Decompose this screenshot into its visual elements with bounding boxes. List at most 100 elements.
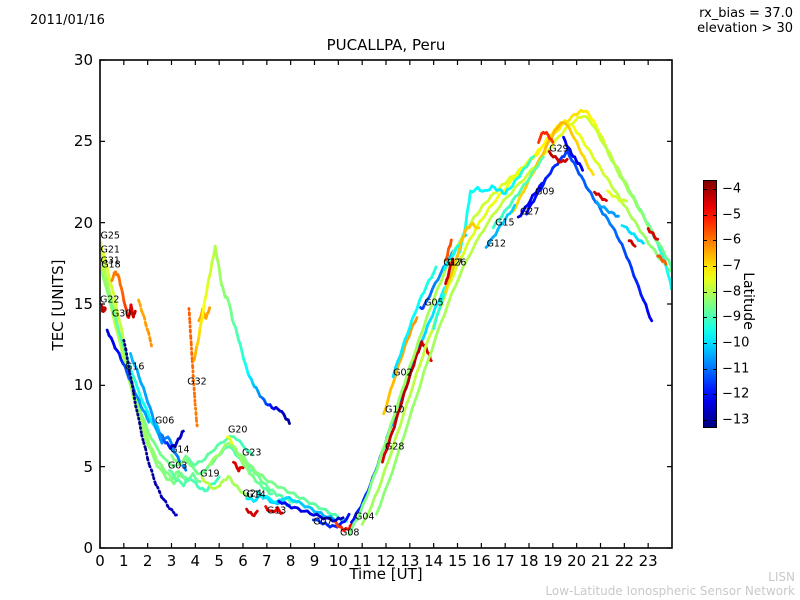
colorbar-tick-mark	[703, 291, 707, 293]
satellite-label-g31: G31	[100, 255, 120, 267]
plot-title: PUCALLPA, Peru	[326, 36, 446, 54]
satellite-label-g26: G26	[447, 257, 467, 269]
track-G09	[525, 148, 654, 323]
satellite-label-g29: G29	[549, 143, 569, 155]
colorbar-tick-label: −5	[722, 207, 742, 223]
track-fragment	[255, 489, 335, 521]
track-G13	[264, 505, 284, 515]
rx-bias-value: rx_bias = 37.0	[699, 6, 793, 21]
x-tick-label: 1	[119, 552, 129, 570]
track-G29	[547, 150, 569, 164]
satellite-label-g20: G20	[227, 424, 248, 436]
satellite-label-g05: G05	[424, 297, 444, 309]
colorbar-tick-mark	[713, 240, 717, 242]
colorbar-tick-label: −8	[722, 284, 742, 300]
x-tick-label: 9	[309, 552, 320, 570]
satellite-label-g30: G30	[111, 308, 132, 320]
track-G22	[101, 304, 107, 313]
satellite-label-g13: G13	[266, 505, 287, 517]
satellite-label-g15: G15	[495, 217, 515, 229]
satellite-label-g25: G25	[100, 230, 120, 242]
track-G26	[444, 257, 455, 285]
satellite-label-g03: G03	[167, 460, 188, 472]
track-fragment	[444, 238, 453, 262]
track-fragment	[646, 227, 660, 241]
satellite-label-g17: G17	[443, 257, 463, 269]
colorbar-tick-label: −6	[722, 232, 742, 248]
x-tick-label: 7	[262, 552, 272, 570]
track-fragment	[375, 114, 671, 516]
track-fragment	[187, 307, 199, 430]
track-fragment	[232, 460, 245, 473]
colorbar-tick-label: −7	[722, 258, 742, 274]
colorbar-tick-label: −13	[722, 412, 750, 428]
axes-frame	[99, 59, 673, 549]
satellite-label-g14: G14	[170, 444, 190, 456]
x-tick-label: 16	[471, 552, 491, 570]
colorbar-tick-mark	[703, 189, 707, 190]
y-axis-label: TEC [UNITS]	[49, 259, 67, 351]
track-G12	[484, 203, 517, 249]
track-G08	[333, 519, 355, 533]
rx-bias-annotation: rx_bias = 37.0 elevation > 30	[697, 6, 793, 37]
satellite-label-g02: G02	[393, 367, 413, 379]
x-tick-label: 5	[214, 552, 224, 570]
watermark-lisn: LISN	[768, 570, 795, 584]
x-tick-label: 15	[447, 552, 468, 570]
colorbar-tick-mark	[713, 368, 717, 370]
satellite-label-g24: G24	[242, 488, 262, 500]
colorbar-tick-mark	[713, 317, 717, 319]
x-tick-label: 13	[400, 552, 420, 570]
colorbar-tick-label: −12	[722, 386, 750, 402]
track-fragment	[595, 200, 620, 218]
track-fragment	[444, 221, 481, 294]
x-tick-label: 17	[495, 552, 515, 570]
track-fragment	[606, 189, 629, 204]
colorbar-tick-mark	[713, 420, 717, 421]
track-G02	[391, 265, 438, 379]
x-axis-label: Time [UT]	[349, 565, 423, 583]
track-G10	[382, 316, 419, 416]
colorbar-tick-mark	[713, 291, 717, 293]
track-G19	[200, 474, 250, 501]
colorbar-tick-mark	[703, 343, 707, 344]
y-tick-label: 5	[83, 457, 93, 476]
satellite-label-g14: G14	[246, 489, 266, 501]
colorbar-tick-mark	[713, 266, 717, 267]
y-tick-label: 10	[73, 376, 93, 395]
colorbar-tick-label: −4	[722, 181, 742, 197]
x-tick-label: 4	[190, 552, 201, 570]
x-tick-label: 12	[376, 552, 396, 570]
colorbar-tick-label: −10	[722, 335, 750, 351]
track-fragment	[593, 190, 608, 202]
satellite-label-g18: G18	[101, 259, 121, 271]
x-tick-label: 8	[285, 552, 296, 570]
x-tick-label: 22	[614, 552, 634, 570]
colorbar-tick-mark	[713, 214, 717, 216]
track-fragment	[656, 254, 668, 266]
x-tick-label: 18	[519, 552, 539, 570]
watermark-network: Low-Latitude Ionospheric Sensor Network	[545, 584, 795, 598]
track-fragment	[277, 499, 345, 523]
colorbar-tick-mark	[703, 368, 707, 370]
satellite-label-g12: G12	[486, 238, 507, 250]
x-tick-label: 14	[424, 552, 444, 570]
track-fragment	[208, 441, 349, 523]
satellite-label-g08: G08	[340, 527, 360, 539]
x-tick-label: 6	[238, 552, 248, 570]
track-G03	[168, 468, 221, 493]
colorbar-tick-mark	[713, 394, 717, 396]
track-fragment	[537, 130, 555, 144]
satellite-label-g21: G21	[100, 244, 120, 255]
satellite-label-g10: G10	[385, 404, 405, 416]
colorbar-tick-mark	[703, 240, 707, 242]
track-G06	[154, 422, 185, 450]
y-tick-label: 30	[73, 51, 93, 69]
track-fragment	[627, 239, 637, 248]
x-tick-label: 11	[352, 552, 372, 570]
colorbar	[703, 180, 717, 428]
satellite-label-g27: G27	[519, 206, 540, 218]
satellite-label-g19: G19	[200, 468, 220, 480]
